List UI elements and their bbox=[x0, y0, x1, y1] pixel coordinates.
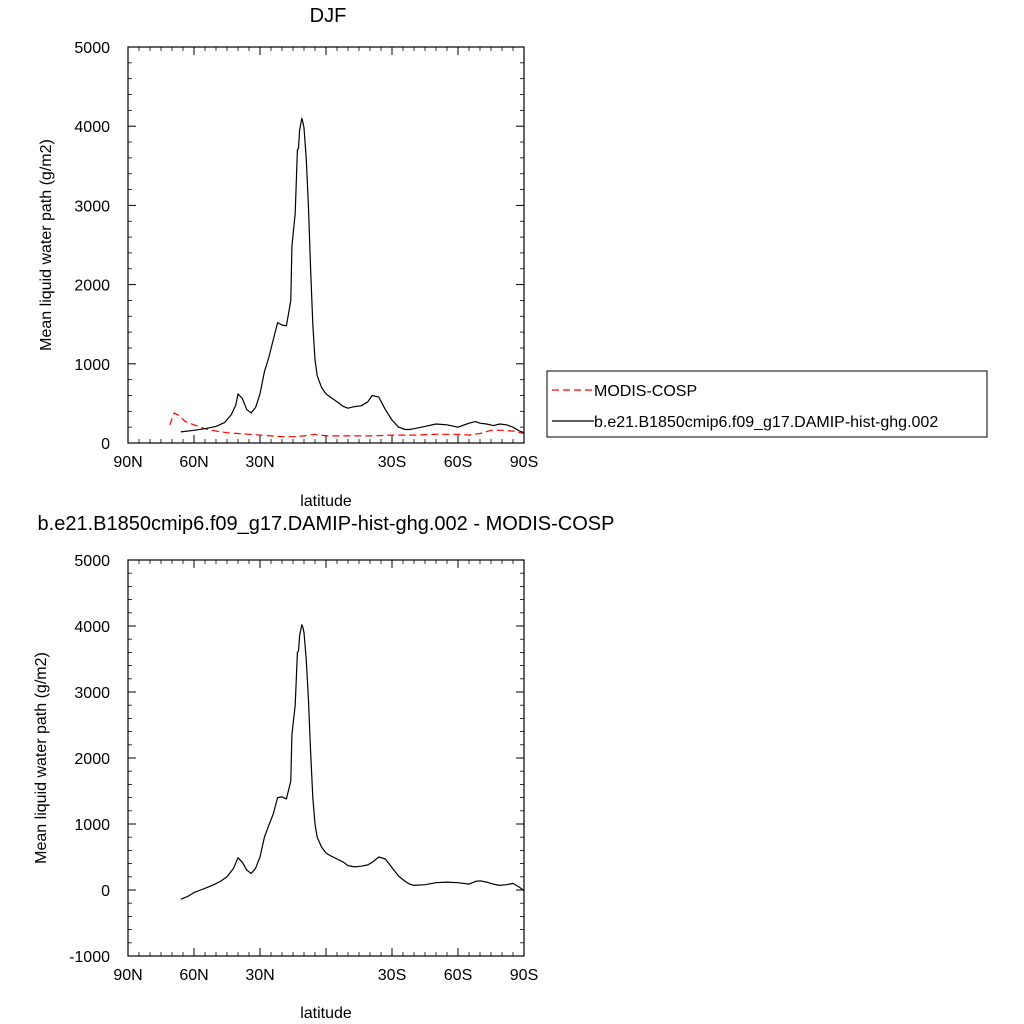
x-axis-label: latitude bbox=[300, 1005, 352, 1022]
x-tick-label: 90N bbox=[113, 967, 142, 984]
y-tick-label: 0 bbox=[101, 436, 110, 453]
y-tick-label: 5000 bbox=[74, 40, 110, 57]
x-tick-label: 60S bbox=[444, 454, 472, 471]
y-tick-label: 3000 bbox=[74, 198, 110, 215]
tick-marks bbox=[127, 559, 525, 957]
plot-frame bbox=[127, 559, 525, 957]
x-tick-label: 90S bbox=[510, 967, 538, 984]
legend-box bbox=[546, 370, 988, 438]
x-axis-label: latitude bbox=[300, 493, 352, 510]
y-tick-label: 0 bbox=[101, 883, 110, 900]
tick-marks bbox=[127, 46, 525, 444]
legend-label-model: b.e21.B1850cmip6.f09_g17.DAMIP-hist-ghg.… bbox=[594, 414, 938, 431]
y-tick-label: 4000 bbox=[74, 119, 110, 136]
x-tick-label: 90N bbox=[113, 454, 142, 471]
tick-labels: 90N 60N 30N 30S 60S 90S -1000 0 1000 2000 3000 4000… bbox=[69, 553, 538, 984]
y-tick-label: 4000 bbox=[74, 619, 110, 636]
y-tick-label: -1000 bbox=[69, 949, 110, 966]
y-tick-label: 2000 bbox=[74, 751, 110, 768]
x-tick-label: 30N bbox=[245, 454, 274, 471]
chart-panel-djf: DJF 90N 60N 30N 30S 60S 90S 0 1000 2000 3000 4000 5… bbox=[38, 5, 538, 510]
x-tick-label: 60N bbox=[179, 967, 208, 984]
series-lines bbox=[180, 624, 525, 900]
y-tick-label: 5000 bbox=[74, 553, 110, 570]
y-tick-label: 3000 bbox=[74, 685, 110, 702]
chart-title: DJF bbox=[310, 5, 347, 27]
series-line-modis-cosp bbox=[169, 412, 525, 438]
x-tick-label: 60N bbox=[179, 454, 208, 471]
legend-label-modis-cosp: MODIS-COSP bbox=[594, 383, 697, 400]
series-line-difference-0 bbox=[180, 624, 525, 900]
series-line-b-e21-b1850cmip6-f09-g17-damip-hist-ghg-002 bbox=[180, 117, 525, 434]
y-tick-label: 1000 bbox=[74, 357, 110, 374]
x-tick-label: 30N bbox=[245, 967, 274, 984]
x-tick-label: 30S bbox=[378, 454, 406, 471]
y-axis-label: Mean liquid water path (g/m2) bbox=[33, 652, 50, 864]
x-tick-label: 30S bbox=[378, 967, 406, 984]
y-tick-label: 1000 bbox=[74, 817, 110, 834]
y-tick-label: 2000 bbox=[74, 278, 110, 295]
x-tick-label: 90S bbox=[510, 454, 538, 471]
chart-title: b.e21.B1850cmip6.f09_g17.DAMIP-hist-ghg.… bbox=[38, 513, 615, 535]
plot-frame bbox=[127, 46, 525, 444]
legend: MODIS-COSP b.e21.B1850cmip6.f09_g17.DAMI… bbox=[546, 370, 988, 438]
y-axis-label: Mean liquid water path (g/m2) bbox=[38, 139, 55, 351]
x-tick-label: 60S bbox=[444, 967, 472, 984]
series-lines bbox=[169, 117, 525, 438]
tick-labels: 90N 60N 30N 30S 60S 90S 0 1000 2000 3000 4000 5000 bbox=[74, 40, 538, 471]
chart-panel-difference: b.e21.B1850cmip6.f09_g17.DAMIP-hist-ghg.… bbox=[33, 513, 614, 1022]
